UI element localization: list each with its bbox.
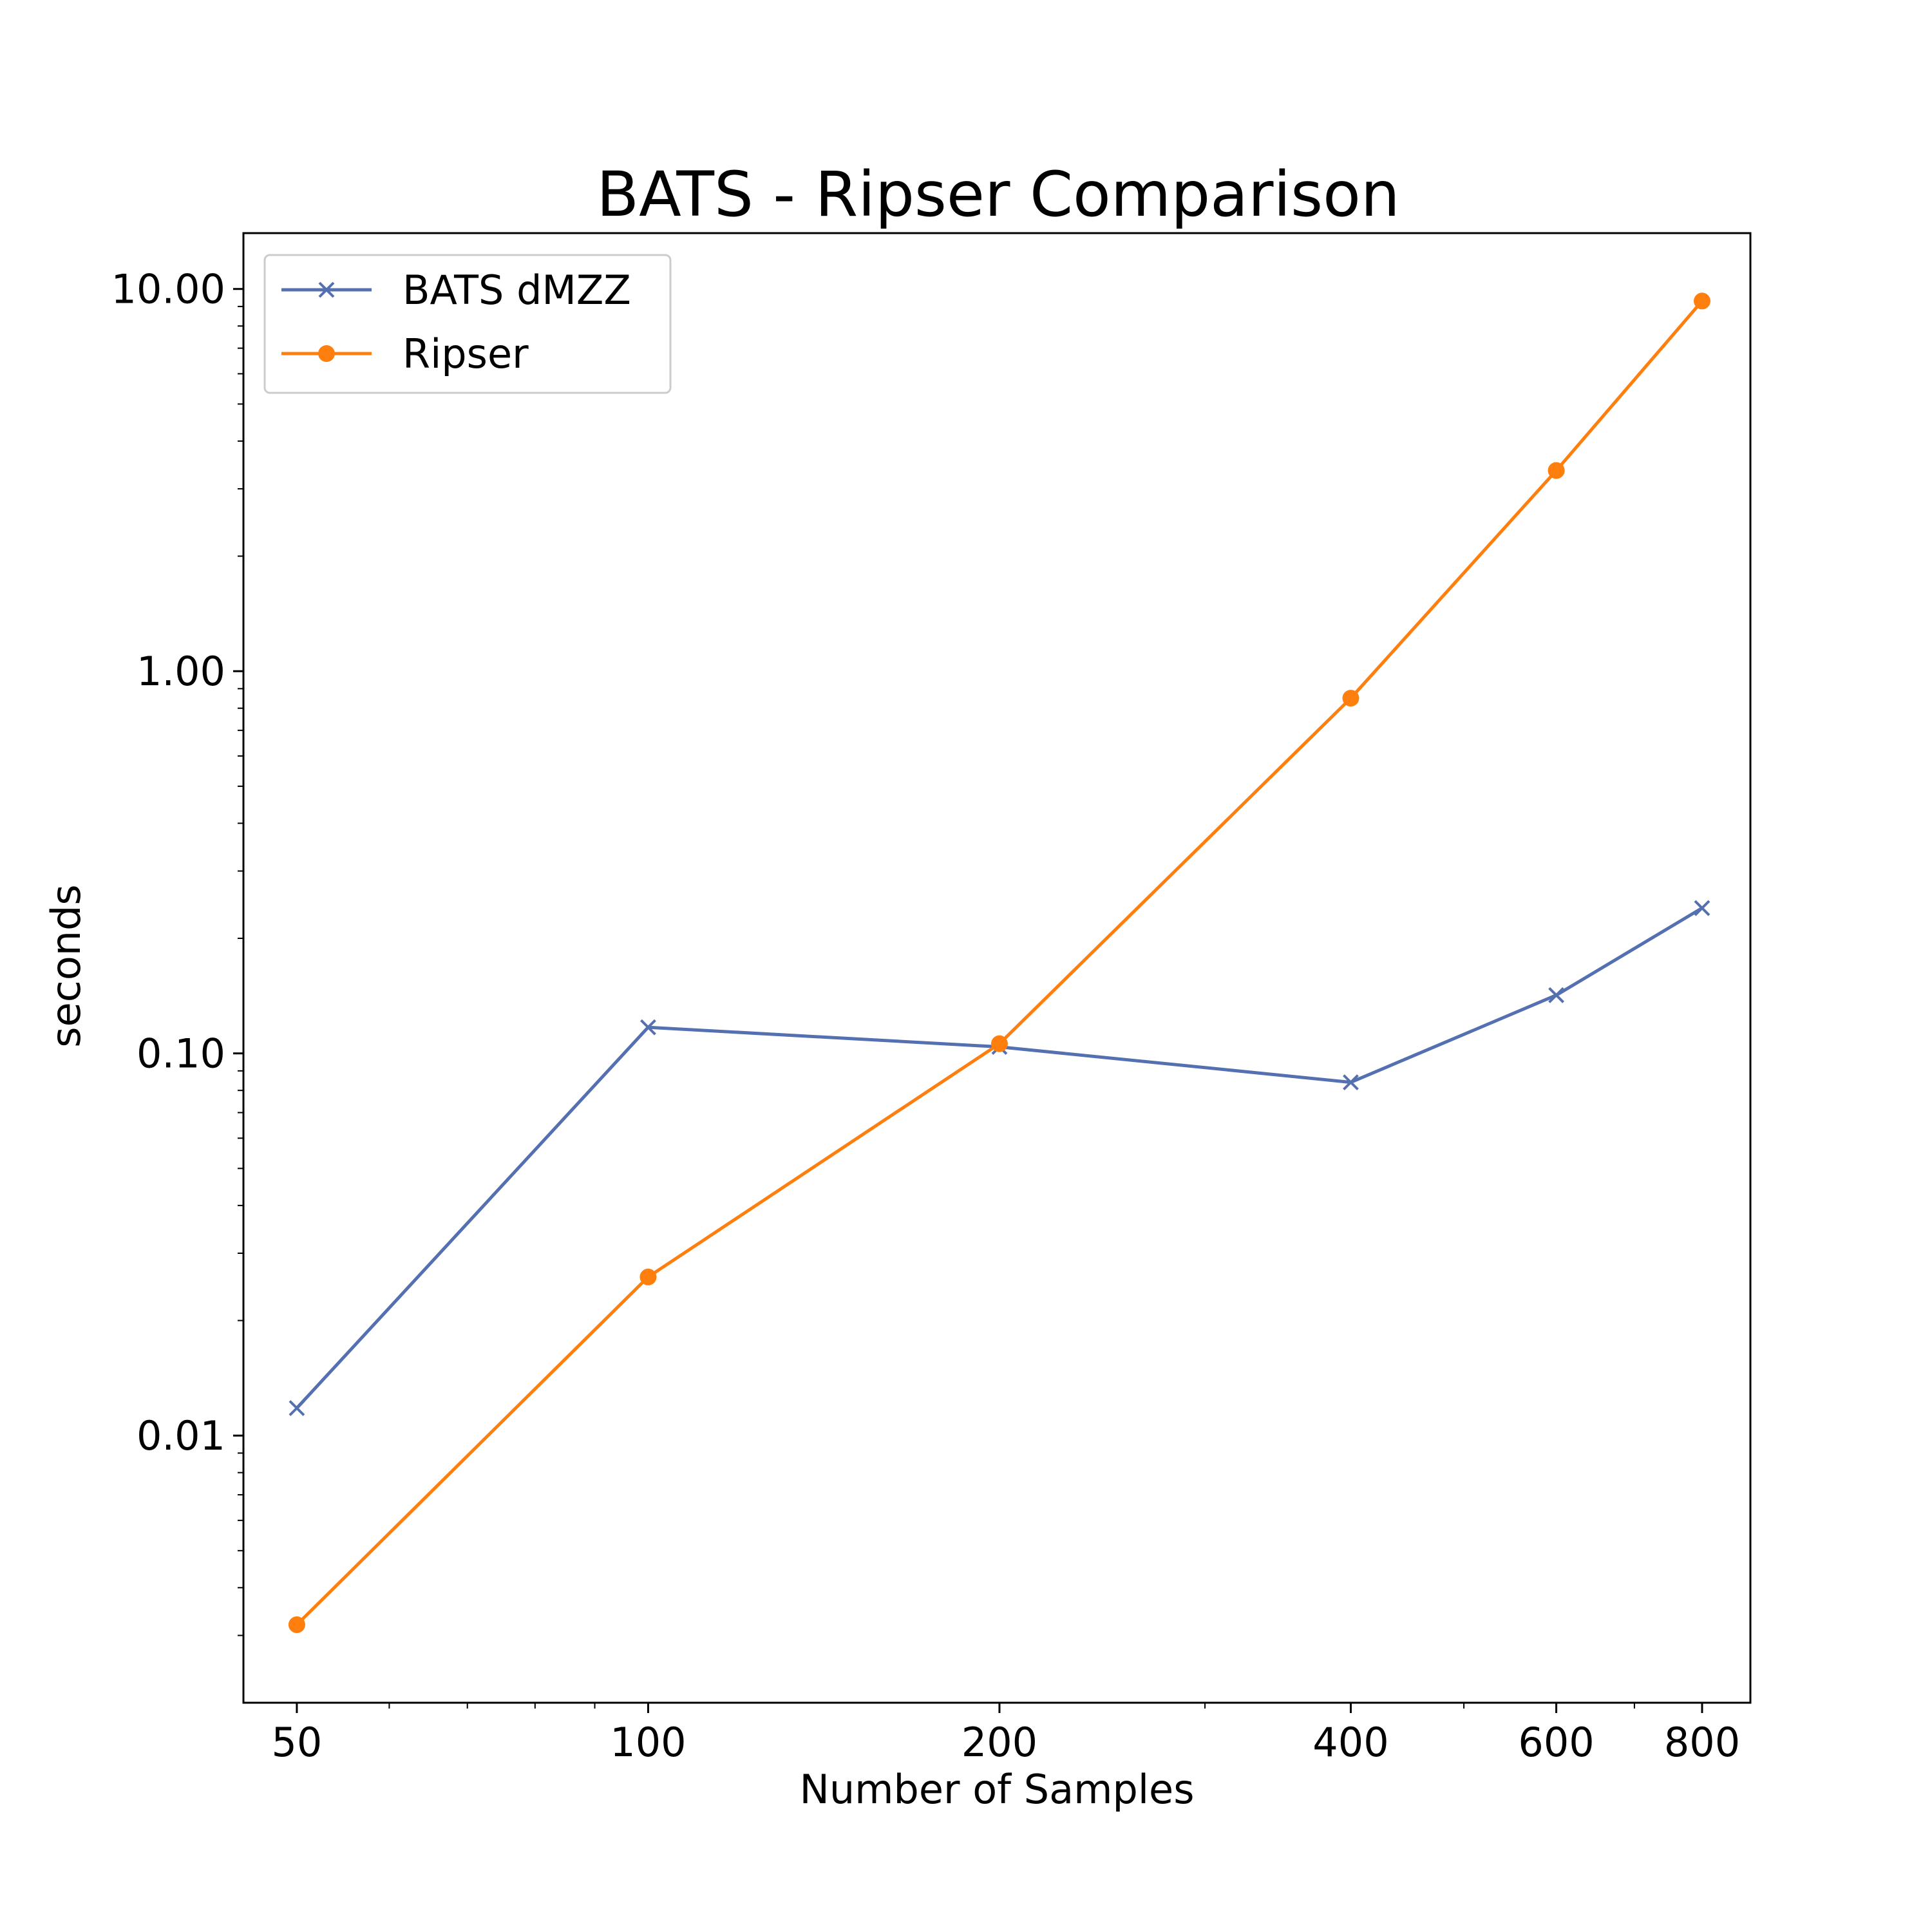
- x-tick-label: 600: [1518, 1719, 1594, 1766]
- data-point-ripser: [1342, 690, 1359, 707]
- x-tick-label: 800: [1664, 1719, 1740, 1766]
- y-axis-ticks: 0.01 0.10 1.00 10.00: [111, 266, 243, 1459]
- legend-marker-bats-dmzz: [318, 281, 335, 298]
- legend: BATS dMZZ Ripser: [263, 254, 672, 394]
- plot-frame: [242, 232, 1752, 1704]
- x-tick-label: 200: [961, 1719, 1037, 1766]
- y-tick-label: 0.10: [137, 1030, 225, 1077]
- data-point-bats-dmzz: [1343, 1074, 1359, 1091]
- data-point-bats-dmzz: [640, 1019, 656, 1036]
- y-tick-label: 1.00: [137, 648, 225, 695]
- data-point-ripser: [639, 1268, 657, 1285]
- x-axis-ticks: 50 100 200 400 600 800: [271, 1703, 1740, 1766]
- y-tick-label: 10.00: [111, 266, 226, 313]
- y-tick-label: 0.01: [137, 1412, 225, 1459]
- chart-title: BATS - Ripser Comparison: [596, 158, 1399, 231]
- data-point-bats-dmzz: [1548, 987, 1564, 1003]
- data-point-ripser: [1693, 292, 1710, 310]
- y-axis-label: seconds: [43, 884, 90, 1047]
- legend-marker-ripser: [318, 345, 335, 362]
- legend-label-ripser: Ripser: [402, 330, 529, 377]
- x-axis-label: Number of Samples: [799, 1766, 1194, 1813]
- data-point-bats-dmzz: [1694, 900, 1710, 916]
- x-tick-label: 400: [1312, 1719, 1388, 1766]
- x-tick-label: 50: [271, 1719, 322, 1766]
- legend-label-bats-dmzz: BATS dMZZ: [402, 267, 631, 314]
- data-point-bats-dmzz: [289, 1400, 305, 1416]
- data-point-ripser: [990, 1035, 1008, 1052]
- data-point-ripser: [288, 1616, 305, 1633]
- series-line-ripser: [296, 299, 1703, 1626]
- data-point-ripser: [1548, 462, 1565, 479]
- series-line-bats-dmzz: [296, 906, 1703, 1410]
- series-layer: [288, 292, 1710, 1633]
- x-tick-label: 100: [610, 1719, 686, 1766]
